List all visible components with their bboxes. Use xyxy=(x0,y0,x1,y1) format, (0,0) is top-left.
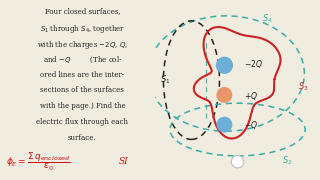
Text: $S_3$: $S_3$ xyxy=(298,80,309,93)
Circle shape xyxy=(217,117,232,132)
Text: ored lines are the inter-: ored lines are the inter- xyxy=(40,71,124,78)
Text: $S_2$: $S_2$ xyxy=(282,154,292,167)
Text: Four closed surfaces,: Four closed surfaces, xyxy=(44,7,120,15)
Text: sections of the surfaces: sections of the surfaces xyxy=(41,86,124,94)
Text: SI: SI xyxy=(119,158,128,166)
Text: $S_1$ through $S_4$, together: $S_1$ through $S_4$, together xyxy=(40,23,125,35)
Text: $\phi_E = \dfrac{\Sigma\, q_{enclosed}}{\varepsilon_0}$: $\phi_E = \dfrac{\Sigma\, q_{enclosed}}{… xyxy=(6,151,71,173)
Text: with the page.) Find the: with the page.) Find the xyxy=(40,102,125,110)
Text: with the charges $-2Q$, $Q$,: with the charges $-2Q$, $Q$, xyxy=(37,39,128,51)
Circle shape xyxy=(217,88,232,102)
Text: and $-Q$         (The col-: and $-Q$ (The col- xyxy=(43,55,122,65)
Text: $+Q$: $+Q$ xyxy=(244,90,258,102)
Text: $S_1$: $S_1$ xyxy=(160,74,171,86)
Text: electric flux through each: electric flux through each xyxy=(36,118,128,126)
Text: $-2Q$: $-2Q$ xyxy=(244,58,263,70)
Circle shape xyxy=(217,57,232,73)
Text: $-Q$: $-Q$ xyxy=(244,120,258,131)
Text: $S_4$: $S_4$ xyxy=(262,13,273,25)
Circle shape xyxy=(231,155,244,168)
Text: surface.: surface. xyxy=(68,134,97,142)
